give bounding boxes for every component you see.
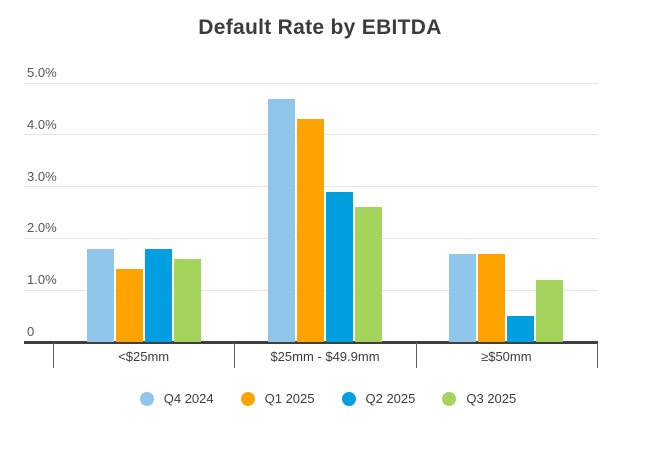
x-axis-category-label: $25mm - $49.9mm: [270, 349, 380, 364]
x-axis-category-label: <$25mm: [118, 349, 170, 364]
y-axis-label: 5.0%: [27, 65, 57, 80]
y-axis-label: 4.0%: [27, 116, 57, 132]
x-axis-line: [24, 341, 598, 344]
bar-q3-2025-2: [536, 279, 564, 342]
x-axis-tick: [53, 343, 54, 368]
gridline-5.0%: [24, 82, 598, 84]
bar-q2-2025-0: [144, 248, 172, 342]
x-axis-tick: [416, 343, 417, 368]
legend-swatch-icon: [139, 391, 154, 406]
legend-label: Q1 2025: [264, 391, 315, 406]
y-axis-label: 0: [27, 324, 35, 339]
legend-label: Q2 2025: [365, 391, 416, 406]
bar-q4-2024-1: [268, 98, 295, 342]
bar-q3-2025-0: [173, 259, 201, 342]
bar-q4-2024-0: [86, 248, 114, 342]
bar-q1-2025-0: [115, 269, 143, 342]
legend-label: Q3 2025: [466, 391, 517, 406]
y-axis-label: 2.0%: [27, 220, 57, 236]
legend-item-q3-2025: Q3 2025: [442, 391, 516, 406]
legend-item-q2-2025: Q2 2025: [341, 391, 416, 406]
legend-swatch-icon: [240, 391, 255, 406]
x-axis-tick: [597, 343, 598, 368]
bar-q1-2025-2: [478, 253, 506, 342]
x-axis-tick: [234, 343, 235, 368]
bar-q3-2025-1: [355, 207, 382, 342]
legend: Q4 2024 Q1 2025 Q2 2025 Q3 2025: [0, 391, 656, 406]
chart-title: Default Rate by EBITDA: [198, 16, 442, 39]
bar-q1-2025-1: [297, 119, 324, 342]
y-axis-label: 1.0%: [27, 272, 57, 288]
y-axis-label: 3.0%: [27, 168, 57, 184]
bar-q4-2024-2: [449, 253, 477, 342]
legend-item-q1-2025: Q1 2025: [240, 391, 315, 406]
bar-q2-2025-1: [326, 191, 353, 342]
legend-swatch-icon: [442, 391, 457, 406]
x-axis-category-label: ≥$50mm: [481, 349, 532, 364]
legend-label: Q4 2024: [163, 391, 214, 406]
legend-item-q4-2024: Q4 2024: [139, 391, 214, 406]
bar-q2-2025-2: [507, 316, 535, 342]
legend-swatch-icon: [341, 391, 356, 406]
